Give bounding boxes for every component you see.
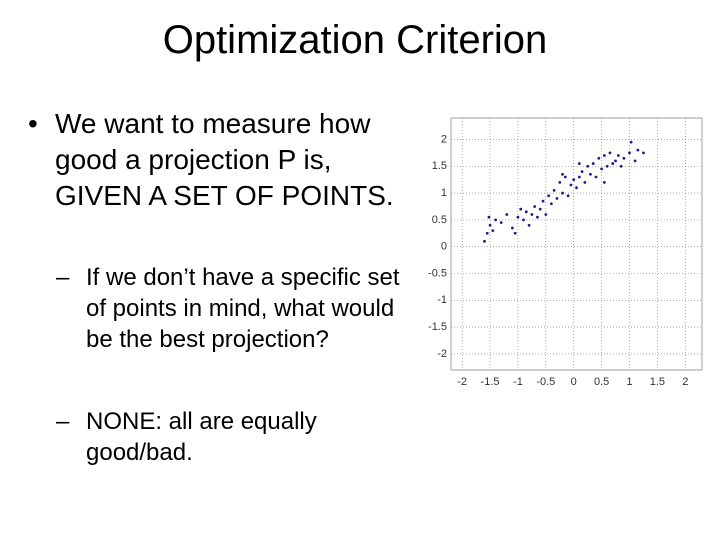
y-tick-label: 1 bbox=[441, 187, 447, 199]
point bbox=[505, 213, 509, 216]
slide-title: Optimization Criterion bbox=[162, 18, 548, 62]
point bbox=[561, 172, 564, 176]
point bbox=[563, 175, 567, 179]
point bbox=[611, 162, 615, 165]
point bbox=[538, 207, 542, 211]
sub-bullet: – NONE: all are equally good/bad. bbox=[56, 406, 416, 468]
point bbox=[527, 223, 531, 227]
x-tick-label: -1.5 bbox=[481, 376, 500, 388]
point bbox=[594, 175, 598, 179]
point bbox=[510, 226, 514, 230]
point bbox=[591, 162, 595, 165]
point bbox=[550, 202, 553, 206]
point bbox=[580, 170, 584, 174]
point bbox=[491, 229, 495, 232]
x-tick-label: -0.5 bbox=[536, 376, 555, 388]
y-tick-label: 0.5 bbox=[432, 214, 447, 226]
point bbox=[561, 191, 564, 195]
point bbox=[522, 218, 525, 222]
sub-bullet: – If we don’t have a specific set of poin… bbox=[56, 262, 416, 355]
sub-bullet-text: If we don’t have a specific set of point… bbox=[86, 264, 400, 353]
point bbox=[566, 194, 570, 198]
point bbox=[569, 183, 573, 187]
point bbox=[536, 215, 539, 219]
point bbox=[519, 207, 523, 211]
point bbox=[622, 156, 626, 160]
bullet-text: We want to measure how good a projection… bbox=[55, 108, 394, 211]
sub-bullet-text: NONE: all are equally good/bad. bbox=[86, 408, 317, 466]
point bbox=[558, 180, 562, 184]
point bbox=[597, 156, 601, 160]
point bbox=[616, 154, 620, 157]
y-tick-label: 2 bbox=[441, 133, 447, 145]
point bbox=[575, 186, 578, 190]
point bbox=[516, 215, 520, 219]
point bbox=[524, 210, 528, 214]
x-tick-label: -1 bbox=[513, 376, 523, 388]
x-tick-label: 0.5 bbox=[594, 376, 609, 388]
x-tick-label: 1.5 bbox=[650, 376, 665, 388]
point bbox=[600, 167, 603, 171]
y-tick-label: -1.5 bbox=[428, 321, 447, 333]
point bbox=[614, 159, 617, 163]
point bbox=[530, 213, 534, 216]
point bbox=[583, 180, 587, 184]
point bbox=[605, 164, 609, 168]
y-tick-label: 0 bbox=[441, 241, 447, 253]
point bbox=[602, 154, 606, 157]
point bbox=[628, 151, 631, 155]
point bbox=[629, 140, 633, 144]
bullet: • We want to measure how good a projectio… bbox=[28, 106, 408, 214]
point bbox=[485, 231, 489, 235]
point bbox=[636, 148, 640, 152]
point bbox=[513, 231, 517, 235]
point bbox=[589, 172, 592, 176]
point bbox=[547, 194, 551, 198]
point bbox=[577, 175, 581, 179]
point bbox=[608, 151, 612, 155]
point bbox=[544, 213, 548, 216]
point bbox=[533, 205, 537, 208]
y-tick-label: -1 bbox=[437, 294, 447, 306]
x-tick-label: -2 bbox=[457, 376, 467, 388]
point bbox=[633, 159, 637, 163]
point bbox=[586, 164, 590, 168]
plot-frame bbox=[450, 117, 703, 371]
y-tick-label: -0.5 bbox=[428, 267, 447, 279]
point bbox=[552, 188, 556, 192]
point bbox=[577, 162, 581, 165]
x-tick-label: 0 bbox=[571, 376, 577, 388]
point bbox=[572, 178, 576, 182]
point bbox=[619, 164, 623, 168]
point bbox=[487, 215, 491, 219]
point bbox=[541, 199, 545, 203]
x-tick-label: 1 bbox=[626, 376, 632, 388]
x-tick-label: 2 bbox=[682, 376, 688, 388]
point bbox=[642, 151, 645, 155]
point bbox=[602, 180, 606, 184]
point bbox=[488, 223, 492, 227]
point bbox=[494, 218, 498, 222]
point bbox=[499, 221, 503, 224]
y-tick-label: -2 bbox=[437, 348, 447, 360]
y-tick-label: 1.5 bbox=[432, 160, 447, 172]
point bbox=[555, 197, 559, 200]
point bbox=[483, 239, 486, 243]
